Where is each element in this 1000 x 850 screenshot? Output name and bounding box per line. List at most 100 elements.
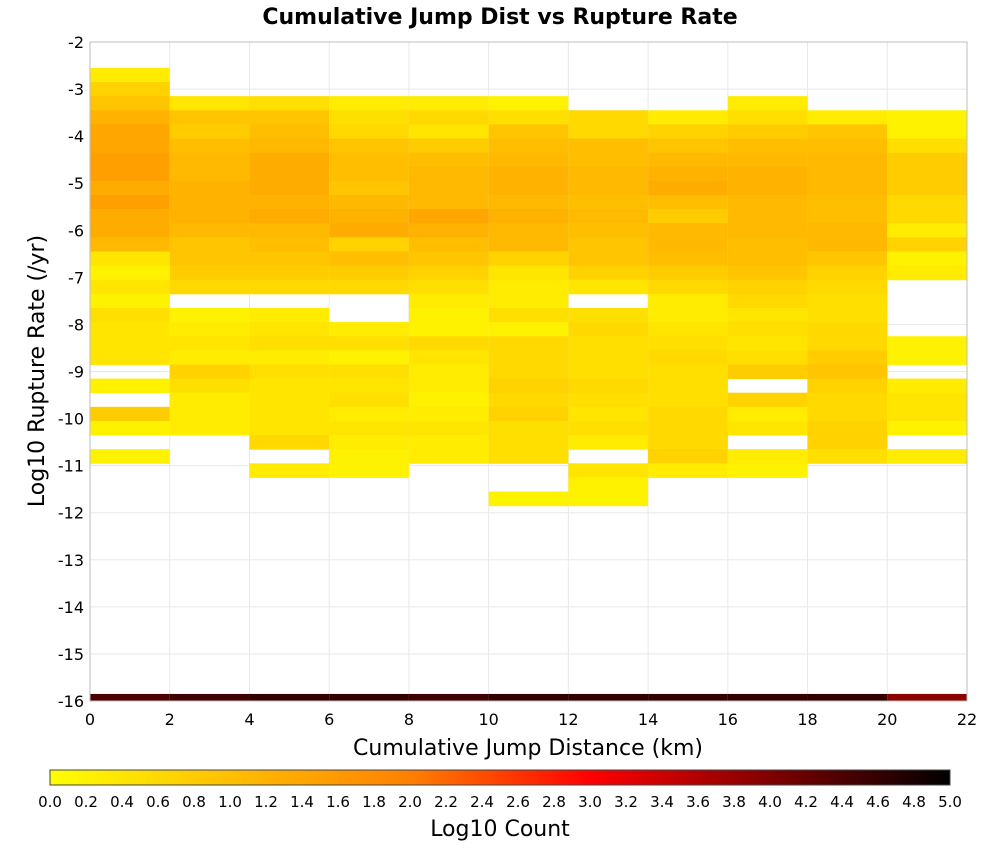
colorbar-tick-label: 3.2	[614, 793, 638, 811]
heatmap-cell	[408, 237, 489, 252]
heatmap-cell	[648, 223, 728, 238]
heatmap-cell	[90, 138, 170, 154]
heatmap-cell	[887, 693, 967, 701]
heatmap-cell	[807, 194, 888, 210]
colorbar-tick-label: 4.8	[902, 793, 926, 811]
y-tick-label: -7	[68, 268, 84, 287]
heatmap-cell	[727, 237, 808, 252]
heatmap-cell	[249, 209, 330, 224]
heatmap-cell	[887, 223, 967, 238]
heatmap-cell	[488, 378, 569, 394]
heatmap-cell	[488, 322, 569, 337]
heatmap-cell	[329, 279, 409, 295]
heatmap-cell	[568, 237, 649, 252]
heatmap-cell	[90, 693, 170, 701]
heatmap-cell	[329, 124, 409, 139]
heatmap-cell	[329, 350, 409, 365]
heatmap-cell	[408, 420, 489, 436]
heatmap-cell	[488, 435, 569, 450]
heatmap-cell	[90, 406, 170, 422]
heatmap-cell	[169, 223, 250, 238]
heatmap-cell	[807, 307, 888, 323]
heatmap-cell	[648, 693, 728, 701]
colorbar-tick-label: 4.0	[758, 793, 782, 811]
heatmap-cell	[408, 265, 489, 281]
heatmap-cell	[887, 152, 967, 168]
heatmap-cell	[408, 322, 489, 337]
heatmap-cell	[408, 138, 489, 154]
heatmap-cell	[249, 124, 330, 139]
heatmap-cell	[807, 152, 888, 168]
heatmap-cell	[807, 435, 888, 450]
y-tick-label: -16	[58, 692, 84, 711]
heatmap-cell	[807, 265, 888, 281]
heatmap-cell	[648, 378, 728, 394]
heatmap-cell	[648, 110, 728, 125]
colorbar-ticks: 0.0 0.2 0.4 0.6 0.8 1.0 1.2 1.4 1.6 1.8 2.0 2.2 2.4 2…	[38, 793, 962, 811]
colorbar-tick-label: 2.4	[470, 793, 494, 811]
heatmap-cell	[249, 279, 330, 295]
heatmap-cell	[648, 322, 728, 337]
heatmap-cell	[488, 279, 569, 295]
heatmap-cell	[169, 350, 250, 365]
heatmap-cell	[249, 392, 330, 408]
heatmap-cell	[648, 237, 728, 252]
heatmap-cell	[329, 406, 409, 422]
y-tick-label: -6	[68, 221, 84, 240]
heatmap-cell	[408, 406, 489, 422]
colorbar-tick-label: 1.8	[362, 793, 386, 811]
heatmap-cell	[807, 693, 888, 701]
plot-border	[89, 41, 968, 702]
x-axis-label: Cumulative Jump Distance (km)	[353, 736, 703, 761]
heatmap-cell	[169, 322, 250, 337]
heatmap-cell	[169, 693, 250, 701]
heatmap-cell	[568, 209, 649, 224]
heatmap-cell	[408, 350, 489, 365]
heatmap-cell	[887, 336, 967, 351]
heatmap-cell	[249, 336, 330, 351]
x-tick-label: 6	[324, 710, 334, 729]
heatmap-cell	[169, 96, 250, 111]
colorbar-tick-label: 1.4	[290, 793, 314, 811]
heatmap-cell	[488, 194, 569, 210]
heatmap-cell	[807, 180, 888, 196]
heatmap-cell	[807, 166, 888, 182]
heatmap-cell	[887, 265, 967, 281]
heatmap-cell	[408, 166, 489, 182]
heatmap-cell	[90, 209, 170, 224]
heatmap-cell	[727, 166, 808, 182]
heatmap-cell	[169, 209, 250, 224]
heatmap-cell	[329, 166, 409, 182]
heatmap-cell	[169, 194, 250, 210]
heatmap-cell	[807, 110, 888, 125]
heatmap-cell	[408, 124, 489, 139]
heatmap-cell	[90, 194, 170, 210]
heatmap-cell	[169, 279, 250, 295]
heatmap-cell	[169, 336, 250, 351]
heatmap-cell	[249, 378, 330, 394]
y-tick-label: -11	[58, 457, 84, 476]
heatmap-cell	[408, 180, 489, 196]
heatmap-cell	[249, 307, 330, 323]
heatmap-cell	[488, 392, 569, 408]
heatmap-cell	[488, 265, 569, 281]
heatmap-cell	[887, 378, 967, 394]
heatmap-cell	[169, 110, 250, 125]
heatmap-cell	[408, 251, 489, 267]
heatmap-cell	[887, 420, 967, 436]
heatmap-cell	[887, 110, 967, 125]
heatmap-cell	[408, 378, 489, 394]
x-axis-ticks: 0 2 4 6 8 10 12 14 16 18 20 22	[85, 710, 977, 729]
heatmap-cell	[488, 307, 569, 323]
x-tick-label: 2	[165, 710, 175, 729]
heatmap-cell	[249, 152, 330, 168]
heatmap-cell	[887, 392, 967, 408]
heatmap-cell	[807, 251, 888, 267]
heatmap-cell	[648, 251, 728, 267]
heatmap-cell	[408, 364, 489, 380]
heatmap-cell	[329, 378, 409, 394]
heatmap-cell	[329, 152, 409, 168]
heatmap-cell	[648, 180, 728, 196]
heatmap-cell	[408, 293, 489, 309]
heatmap-cell	[727, 364, 808, 380]
